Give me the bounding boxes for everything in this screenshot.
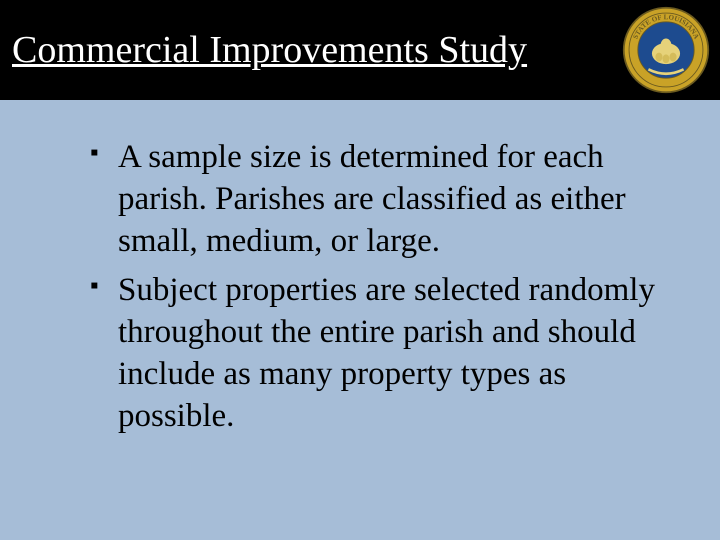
louisiana-seal-icon: STATE OF LOUISIANA [622, 6, 710, 94]
slide-body: A sample size is determined for each par… [0, 100, 720, 464]
slide-header: Commercial Improvements Study STATE OF L… [0, 0, 720, 100]
bullet-item: Subject properties are selected randomly… [90, 269, 660, 438]
bullet-text: Subject properties are selected randomly… [118, 272, 655, 435]
slide-title: Commercial Improvements Study [12, 28, 527, 72]
bullet-item: A sample size is determined for each par… [90, 136, 660, 263]
bullet-text: A sample size is determined for each par… [118, 139, 626, 259]
